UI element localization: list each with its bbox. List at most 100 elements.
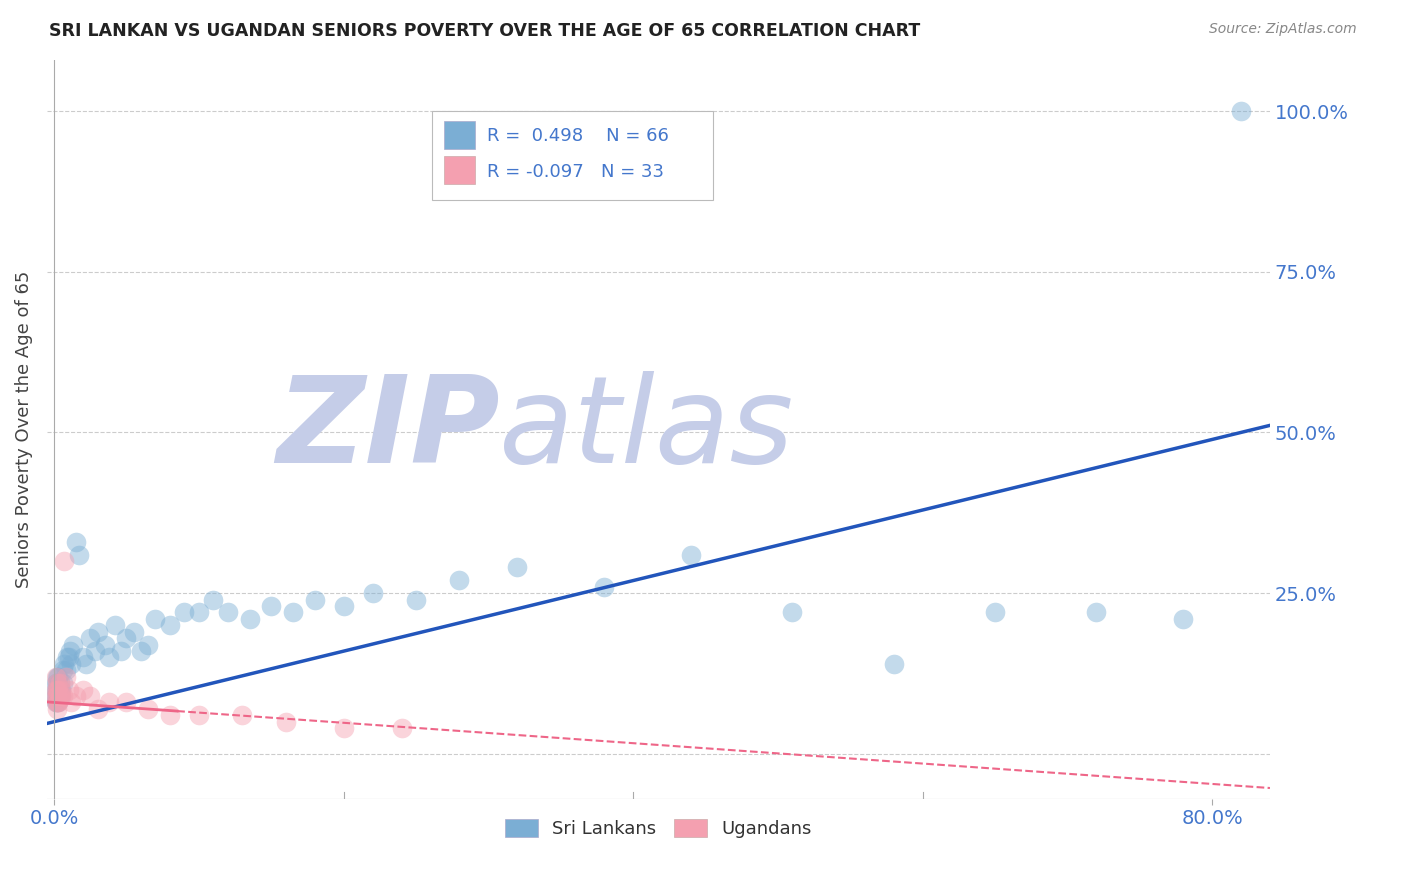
Point	[173, 606, 195, 620]
Point	[65, 689, 87, 703]
Point	[129, 644, 152, 658]
Point	[115, 695, 138, 709]
Point	[56, 650, 79, 665]
Point	[49, 676, 72, 690]
Point	[58, 650, 80, 665]
Point	[65, 534, 87, 549]
Point	[159, 708, 181, 723]
Point	[58, 682, 80, 697]
Point	[45, 682, 67, 697]
Point	[55, 663, 77, 677]
Point	[231, 708, 253, 723]
Point	[83, 644, 105, 658]
Point	[51, 689, 73, 703]
Point	[679, 548, 702, 562]
Point	[782, 606, 804, 620]
Point	[46, 695, 69, 709]
Point	[449, 574, 471, 588]
Point	[984, 606, 1007, 620]
Legend: Sri Lankans, Ugandans: Sri Lankans, Ugandans	[498, 812, 818, 846]
Text: SRI LANKAN VS UGANDAN SENIORS POVERTY OVER THE AGE OF 65 CORRELATION CHART: SRI LANKAN VS UGANDAN SENIORS POVERTY OV…	[49, 22, 921, 40]
Point	[217, 606, 239, 620]
Point	[110, 644, 132, 658]
Point	[75, 657, 97, 671]
Point	[59, 644, 82, 658]
Point	[48, 695, 70, 709]
Point	[46, 682, 69, 697]
Point	[60, 657, 83, 671]
Point	[332, 721, 354, 735]
Point	[1085, 606, 1108, 620]
Point	[46, 676, 69, 690]
Point	[49, 682, 72, 697]
Point	[60, 695, 83, 709]
Point	[46, 682, 69, 697]
Point	[104, 618, 127, 632]
Point	[187, 606, 209, 620]
Point	[53, 657, 76, 671]
Point	[48, 682, 70, 697]
Point	[53, 554, 76, 568]
Point	[187, 708, 209, 723]
Point	[45, 670, 67, 684]
Point	[52, 676, 75, 690]
FancyBboxPatch shape	[444, 156, 475, 184]
Point	[274, 714, 297, 729]
Point	[405, 592, 427, 607]
Point	[52, 663, 75, 677]
Point	[45, 695, 67, 709]
Point	[45, 676, 67, 690]
Point	[46, 702, 69, 716]
Point	[45, 689, 67, 703]
Point	[883, 657, 905, 671]
Point	[506, 560, 529, 574]
Point	[260, 599, 283, 613]
Point	[45, 689, 67, 703]
Point	[281, 606, 304, 620]
Point	[72, 650, 94, 665]
Point	[159, 618, 181, 632]
Point	[1171, 612, 1194, 626]
Point	[62, 638, 84, 652]
Text: ZIP: ZIP	[276, 371, 499, 488]
Point	[49, 676, 72, 690]
Point	[51, 682, 73, 697]
Point	[136, 702, 159, 716]
Point	[67, 548, 90, 562]
Point	[136, 638, 159, 652]
FancyBboxPatch shape	[432, 112, 713, 200]
Text: Source: ZipAtlas.com: Source: ZipAtlas.com	[1209, 22, 1357, 37]
Point	[45, 682, 67, 697]
Point	[72, 682, 94, 697]
Point	[48, 695, 70, 709]
Point	[46, 689, 69, 703]
Point	[48, 689, 70, 703]
Point	[361, 586, 384, 600]
Point	[98, 695, 121, 709]
Point	[49, 689, 72, 703]
Point	[94, 638, 117, 652]
Point	[46, 689, 69, 703]
Text: R =  0.498    N = 66: R = 0.498 N = 66	[488, 128, 669, 145]
Point	[45, 695, 67, 709]
FancyBboxPatch shape	[444, 120, 475, 149]
Point	[79, 689, 101, 703]
Point	[51, 682, 73, 697]
Point	[332, 599, 354, 613]
Point	[86, 702, 108, 716]
Point	[593, 580, 616, 594]
Point	[391, 721, 413, 735]
Y-axis label: Seniors Poverty Over the Age of 65: Seniors Poverty Over the Age of 65	[15, 270, 32, 588]
Point	[202, 592, 225, 607]
Point	[46, 676, 69, 690]
Point	[238, 612, 260, 626]
Point	[115, 631, 138, 645]
Point	[86, 624, 108, 639]
Point	[48, 695, 70, 709]
Text: R = -0.097   N = 33: R = -0.097 N = 33	[488, 162, 664, 181]
Point	[52, 689, 75, 703]
Point	[48, 682, 70, 697]
Point	[1230, 103, 1253, 118]
Point	[98, 650, 121, 665]
Point	[145, 612, 167, 626]
